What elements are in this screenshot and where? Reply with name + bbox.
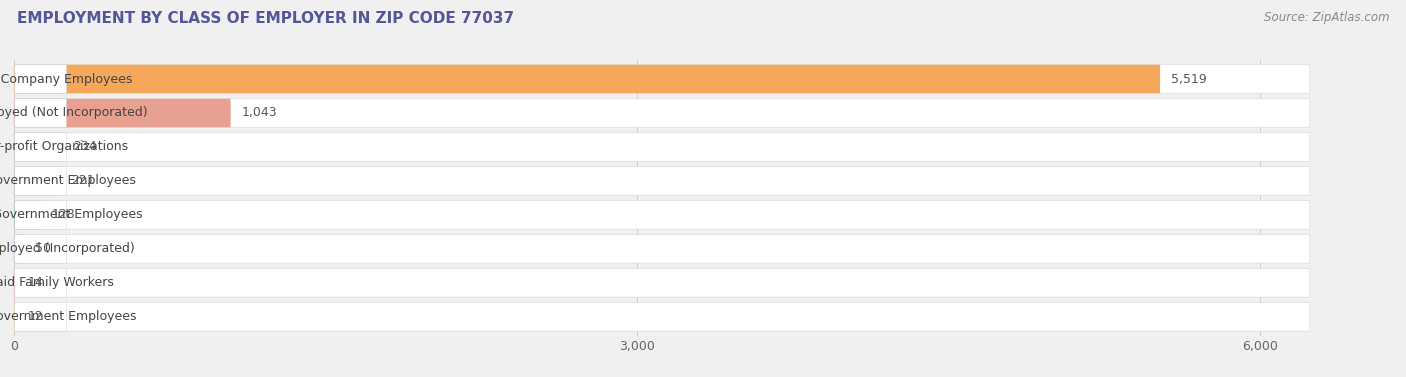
FancyBboxPatch shape [14,167,66,195]
FancyBboxPatch shape [14,268,17,297]
Text: Self-Employed (Incorporated): Self-Employed (Incorporated) [0,242,135,255]
FancyBboxPatch shape [14,303,1310,331]
FancyBboxPatch shape [14,268,66,297]
FancyBboxPatch shape [14,234,24,263]
FancyBboxPatch shape [14,65,66,93]
Text: Self-Employed (Not Incorporated): Self-Employed (Not Incorporated) [0,106,148,120]
Text: Federal Government Employees: Federal Government Employees [0,208,143,221]
Text: 1,043: 1,043 [242,106,277,120]
FancyBboxPatch shape [14,201,1310,229]
FancyBboxPatch shape [14,201,66,229]
FancyBboxPatch shape [14,268,1310,297]
FancyBboxPatch shape [14,133,1310,161]
FancyBboxPatch shape [14,65,1310,93]
Text: 128: 128 [52,208,75,221]
FancyBboxPatch shape [14,99,231,127]
Text: 221: 221 [70,175,94,187]
Text: 50: 50 [35,242,51,255]
FancyBboxPatch shape [14,99,66,127]
Text: State Government Employees: State Government Employees [0,310,136,323]
FancyBboxPatch shape [14,167,1310,195]
FancyBboxPatch shape [14,303,17,331]
Text: Local Government Employees: Local Government Employees [0,175,136,187]
FancyBboxPatch shape [14,133,63,161]
Text: 12: 12 [27,310,44,323]
FancyBboxPatch shape [14,234,1310,263]
FancyBboxPatch shape [14,234,66,263]
Text: EMPLOYMENT BY CLASS OF EMPLOYER IN ZIP CODE 77037: EMPLOYMENT BY CLASS OF EMPLOYER IN ZIP C… [17,11,515,26]
Text: Source: ZipAtlas.com: Source: ZipAtlas.com [1264,11,1389,24]
FancyBboxPatch shape [14,201,41,229]
FancyBboxPatch shape [14,167,60,195]
Text: Not-for-profit Organizations: Not-for-profit Organizations [0,141,128,153]
Text: 14: 14 [28,276,44,290]
FancyBboxPatch shape [14,99,1310,127]
FancyBboxPatch shape [14,303,66,331]
Text: Unpaid Family Workers: Unpaid Family Workers [0,276,114,290]
Text: 234: 234 [73,141,97,153]
FancyBboxPatch shape [14,133,66,161]
Text: 5,519: 5,519 [1171,72,1206,86]
FancyBboxPatch shape [14,65,1160,93]
Text: Private Company Employees: Private Company Employees [0,72,132,86]
